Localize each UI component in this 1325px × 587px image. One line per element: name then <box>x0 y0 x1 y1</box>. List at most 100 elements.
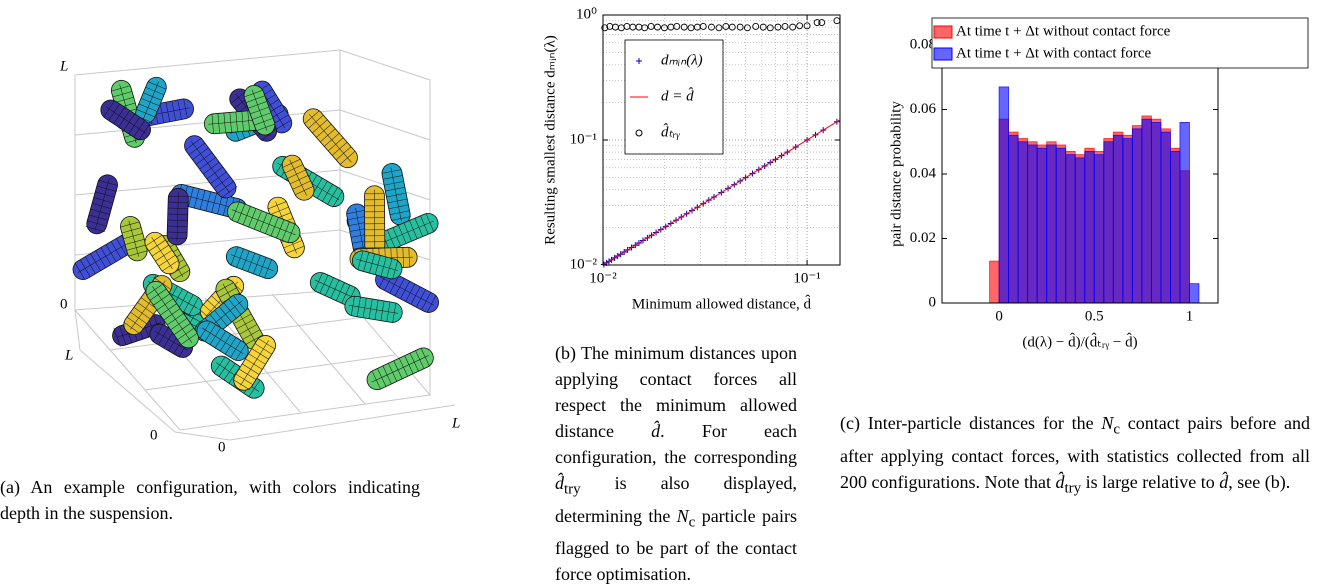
particle <box>167 188 189 245</box>
point <box>753 23 759 29</box>
caption-a: (a) An example configuration, with color… <box>0 474 420 526</box>
particle <box>364 186 385 256</box>
axis-label: 0 <box>218 439 226 455</box>
caption-math: try <box>1064 480 1081 496</box>
caption-b: (b) The minimum distances upon applying … <box>555 340 797 587</box>
bar <box>1161 132 1171 303</box>
axis-label: L <box>451 415 460 431</box>
particle-mesh <box>309 114 351 162</box>
point <box>700 23 706 29</box>
point <box>797 23 803 29</box>
bar <box>1075 158 1085 303</box>
bar <box>1094 155 1104 303</box>
point <box>767 25 773 31</box>
point <box>642 25 648 31</box>
bar <box>1151 122 1161 303</box>
point <box>624 23 630 29</box>
y-tick-label: 0.04 <box>910 165 937 181</box>
caption-text: is large relative to <box>1081 472 1219 492</box>
particle <box>223 244 280 282</box>
legend-label: At time t + Δt with contact force <box>956 45 1151 61</box>
particle <box>299 105 361 172</box>
bar <box>1132 129 1142 303</box>
bar <box>1180 122 1190 303</box>
marks <box>990 87 1199 303</box>
bar <box>1028 145 1038 303</box>
particle <box>84 173 119 237</box>
legend-swatch <box>934 48 952 60</box>
point <box>716 25 722 31</box>
particle-mesh <box>191 141 230 193</box>
bar <box>1009 135 1019 303</box>
x-tick-label: 10⁻² <box>589 270 617 286</box>
bar <box>1170 151 1180 303</box>
y-tick-label: 0.06 <box>910 101 937 117</box>
bar <box>1037 148 1047 303</box>
legend-label: d̂ₜᵣᵧ <box>661 123 681 140</box>
caption-math: N <box>1101 413 1113 433</box>
legend: dₘᵢₙ(λ) d = d̂ d̂ₜᵣᵧ <box>625 40 723 154</box>
legend-label: At time t + Δt without contact force <box>956 23 1171 39</box>
caption-text: , see (b). <box>1228 472 1290 492</box>
point <box>618 25 624 31</box>
caption-c: (c) Inter-particle distances for the Nc … <box>840 410 1310 501</box>
particle <box>380 162 412 227</box>
y-axis-label: Resulting smallest distance dₘᵢₙ(λ) <box>542 35 558 245</box>
x-axis-label: (d(λ) − d̂)/(d̂ₜᵣᵧ − d̂) <box>1022 333 1137 351</box>
grid <box>340 110 430 140</box>
legend-label: dₘᵢₙ(λ) <box>661 52 703 68</box>
y-tick-label: 0.02 <box>910 230 936 246</box>
y-tick-label: 0 <box>929 294 937 310</box>
grid <box>145 355 395 390</box>
y-tick-label: 10⁰ <box>576 6 597 22</box>
axis-label: 0 <box>150 427 158 443</box>
caption-text: (c) Inter-particle distances for the <box>840 413 1101 433</box>
caption-text: (a) An example configuration, with color… <box>0 477 420 523</box>
caption-math: d̂ <box>555 473 564 493</box>
axis-label: L <box>64 347 73 363</box>
bar <box>1113 135 1123 303</box>
bar <box>1085 151 1095 303</box>
axis <box>80 350 175 432</box>
bar <box>1123 139 1133 303</box>
legend: At time t + Δt without contact force At t… <box>932 18 1308 68</box>
point <box>782 23 788 29</box>
particle <box>343 295 403 324</box>
x-tick-label: 0 <box>995 308 1003 324</box>
point <box>648 23 654 29</box>
bar <box>1018 142 1028 303</box>
bar <box>1142 119 1152 303</box>
x-tick-label: 10⁻¹ <box>793 270 820 286</box>
bar <box>1047 145 1057 303</box>
bar <box>1189 284 1199 303</box>
axis <box>75 310 80 350</box>
bar <box>990 261 1000 303</box>
point <box>819 20 825 26</box>
x-tick-label: 1 <box>1186 308 1194 324</box>
axis-label: L <box>59 58 68 74</box>
bar <box>1066 155 1076 303</box>
caption-math: d̂ <box>1219 472 1228 492</box>
x-tick-label: 0.5 <box>1085 308 1104 324</box>
particle <box>364 345 437 393</box>
caption-math: d̂ <box>651 421 660 441</box>
point <box>688 25 694 31</box>
legend-swatch <box>934 26 952 38</box>
x-axis-label: Minimum allowed distance, d̂ <box>632 295 812 313</box>
caption-math: N <box>677 506 689 526</box>
axis-label: 0 <box>60 296 68 312</box>
y-tick-label: 10⁻¹ <box>570 131 597 147</box>
bar <box>999 87 1009 303</box>
axis <box>230 405 455 440</box>
bar <box>1056 148 1066 303</box>
y-axis-label: pair distance probability <box>888 101 904 247</box>
particle <box>224 199 302 246</box>
caption-math: try <box>564 482 581 498</box>
bar <box>1104 142 1114 303</box>
panel-a: L 0 L 0 0 L <box>59 50 460 455</box>
legend-label: d = d̂ <box>661 87 694 104</box>
point <box>674 23 680 29</box>
